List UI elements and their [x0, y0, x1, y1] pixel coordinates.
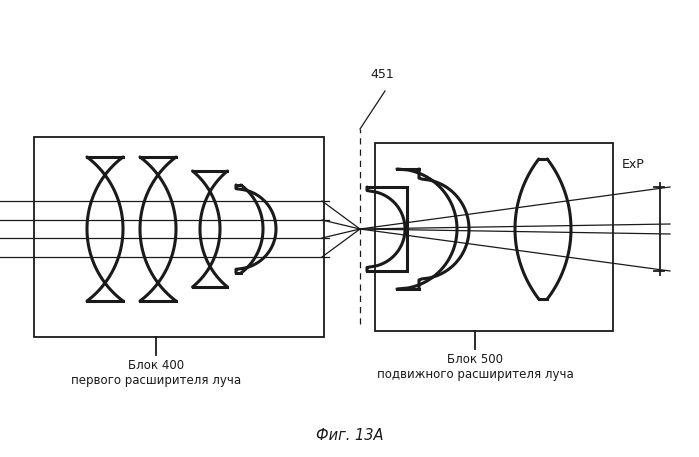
Bar	[375, 143, 613, 331]
Text: Блок 500
подвижного расширителя луча: Блок 500 подвижного расширителя луча	[377, 353, 573, 381]
Bar	[34, 137, 324, 337]
Text: Блок 400
первого расширителя луча: Блок 400 первого расширителя луча	[71, 359, 241, 387]
Text: 451: 451	[370, 68, 394, 81]
Text: Фиг. 13A: Фиг. 13A	[316, 427, 384, 442]
Text: ExP: ExP	[622, 159, 644, 171]
